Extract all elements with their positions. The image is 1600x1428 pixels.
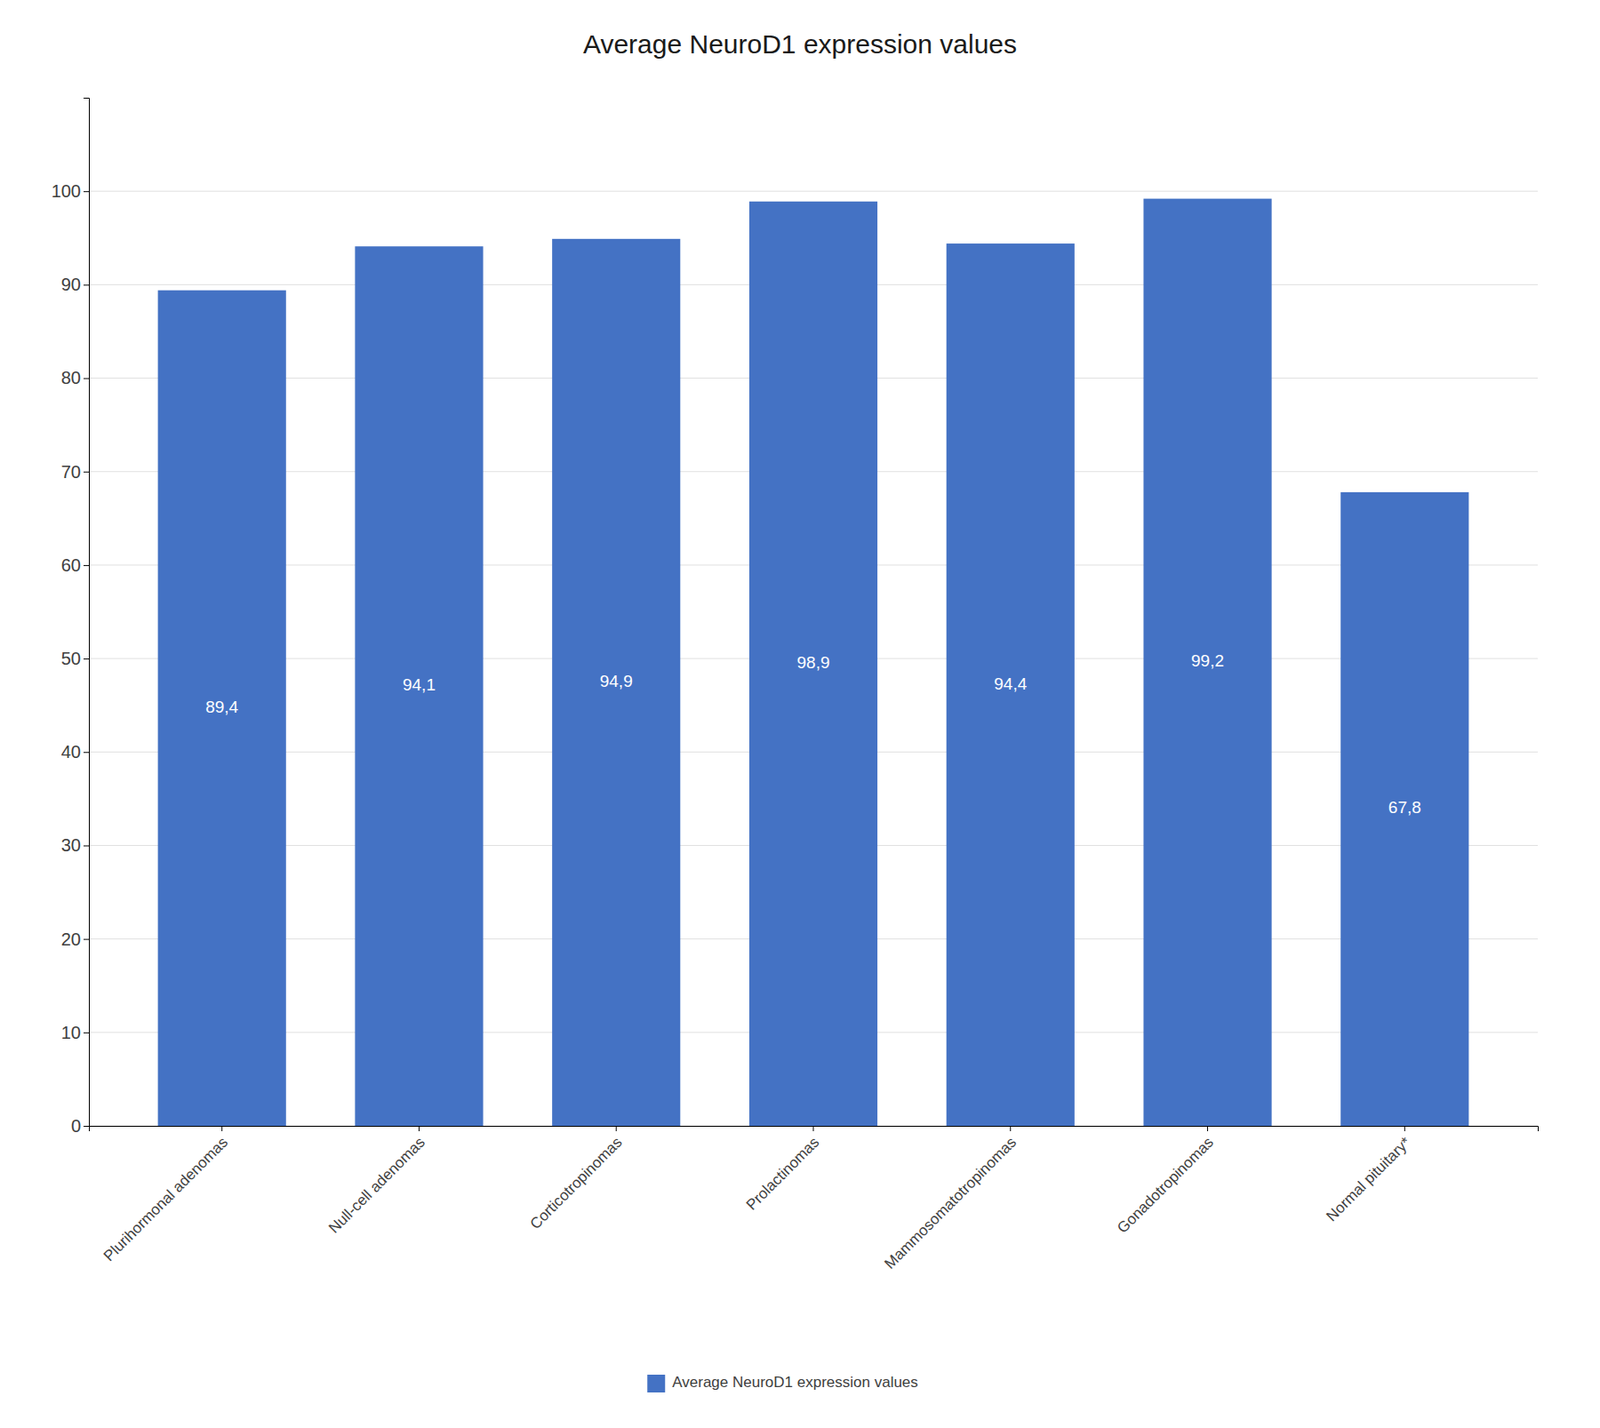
bar xyxy=(1143,199,1272,1127)
x-tick-mark xyxy=(1009,1126,1011,1132)
data-label: 98,9 xyxy=(797,653,831,672)
y-tick-mark xyxy=(83,939,89,941)
x-axis: Plurihormonal adenomas Null-cell adenomas… xyxy=(89,1126,1539,1273)
y-tick-label: 70 xyxy=(61,462,81,482)
y-tick: 70 xyxy=(61,462,89,482)
y-tick-label: 0 xyxy=(71,1116,81,1136)
y-tick-label: 90 xyxy=(61,274,81,295)
x-tick-label: Corticotropinomas xyxy=(527,1134,626,1233)
x-tick-mark xyxy=(1207,1126,1208,1132)
y-tick: 30 xyxy=(61,835,89,856)
grid xyxy=(88,191,1538,1127)
x-tick-label: Gonadotropinomas xyxy=(1113,1134,1217,1238)
x-tick: Normal pituitary* xyxy=(1322,1126,1415,1225)
x-tick-mark xyxy=(813,1126,815,1132)
legend-label: Average NeuroD1 expression values xyxy=(672,1374,919,1392)
y-tick-mark xyxy=(83,752,89,753)
x-tick-label: Mammosomatotropinomas xyxy=(880,1134,1020,1273)
y-tick: 90 xyxy=(61,274,89,295)
x-tick-mark xyxy=(616,1126,617,1132)
bars xyxy=(158,199,1470,1127)
y-tick-mark xyxy=(83,565,89,567)
data-label: 89,4 xyxy=(205,697,239,717)
x-tick-mark xyxy=(1404,1126,1406,1132)
y-tick-label: 50 xyxy=(61,648,81,669)
y-tick-mark xyxy=(83,472,89,473)
plot: 89,4 94,1 94,9 98,9 94,4 99,2 67,8 0 10 20 30 40 50 6… xyxy=(51,98,1539,1273)
y-tick-label: 100 xyxy=(51,181,81,201)
legend-item: Average NeuroD1 expression values xyxy=(647,1374,919,1393)
data-label: 99,2 xyxy=(1191,651,1224,671)
x-tick-label: Prolactinomas xyxy=(743,1134,824,1215)
y-tick-label: 60 xyxy=(61,555,81,576)
y-tick-mark xyxy=(83,1032,89,1034)
x-axis-line xyxy=(89,1127,1539,1133)
legend-swatch xyxy=(647,1375,665,1393)
y-tick-mark xyxy=(83,845,89,847)
x-tick-mark xyxy=(221,1126,223,1132)
y-tick: 50 xyxy=(61,648,89,669)
bar xyxy=(354,246,483,1127)
data-labels: 89,4 94,1 94,9 98,9 94,4 99,2 67,8 xyxy=(205,651,1422,817)
y-tick: 100 xyxy=(51,181,89,201)
y-tick: 0 xyxy=(71,1116,89,1136)
bar xyxy=(749,201,878,1127)
y-tick-mark xyxy=(83,191,89,192)
chart: Average NeuroD1 expression values 89,4 94,… xyxy=(0,0,1600,1428)
x-tick-label: Normal pituitary* xyxy=(1322,1134,1415,1226)
bar xyxy=(946,243,1075,1127)
data-label: 94,1 xyxy=(402,675,436,695)
x-tick: Prolactinomas xyxy=(743,1126,824,1215)
x-tick: Corticotropinomas xyxy=(527,1126,626,1233)
x-tick: Mammosomatotropinomas xyxy=(880,1126,1020,1273)
x-tick-label: Null-cell adenomas xyxy=(325,1134,429,1238)
grid-line xyxy=(88,191,1538,192)
y-tick: 10 xyxy=(61,1023,89,1043)
y-tick: 20 xyxy=(61,929,89,950)
y-tick-mark xyxy=(83,1126,89,1128)
x-tick: Gonadotropinomas xyxy=(1113,1126,1217,1238)
x-tick-label: Plurihormonal adenomas xyxy=(100,1134,232,1265)
y-tick: 60 xyxy=(61,555,89,576)
y-axis: 0 10 20 30 40 50 60 70 80 90 100 xyxy=(51,98,90,1136)
y-tick-label: 40 xyxy=(61,742,81,762)
y-tick-label: 10 xyxy=(61,1023,81,1043)
x-tick: Plurihormonal adenomas xyxy=(100,1126,232,1265)
x-tick-mark xyxy=(418,1126,420,1132)
bar xyxy=(158,290,287,1127)
y-tick-mark xyxy=(83,658,89,660)
y-tick-label: 20 xyxy=(61,929,81,950)
bar xyxy=(552,239,680,1127)
y-tick: 80 xyxy=(61,368,89,388)
y-tick-label: 80 xyxy=(61,368,81,388)
data-label: 94,4 xyxy=(993,674,1027,694)
bar xyxy=(1340,492,1469,1127)
x-tick: Null-cell adenomas xyxy=(325,1126,429,1238)
legend: Average NeuroD1 expression values xyxy=(647,1374,919,1393)
y-axis-line xyxy=(83,98,90,1128)
data-label: 67,8 xyxy=(1388,798,1422,817)
title: Average NeuroD1 expression values xyxy=(583,29,1017,59)
y-tick-mark xyxy=(83,378,89,380)
data-label: 94,9 xyxy=(600,672,633,691)
y-tick-mark xyxy=(83,284,89,286)
y-tick: 40 xyxy=(61,742,89,762)
y-tick-label: 30 xyxy=(61,835,81,856)
